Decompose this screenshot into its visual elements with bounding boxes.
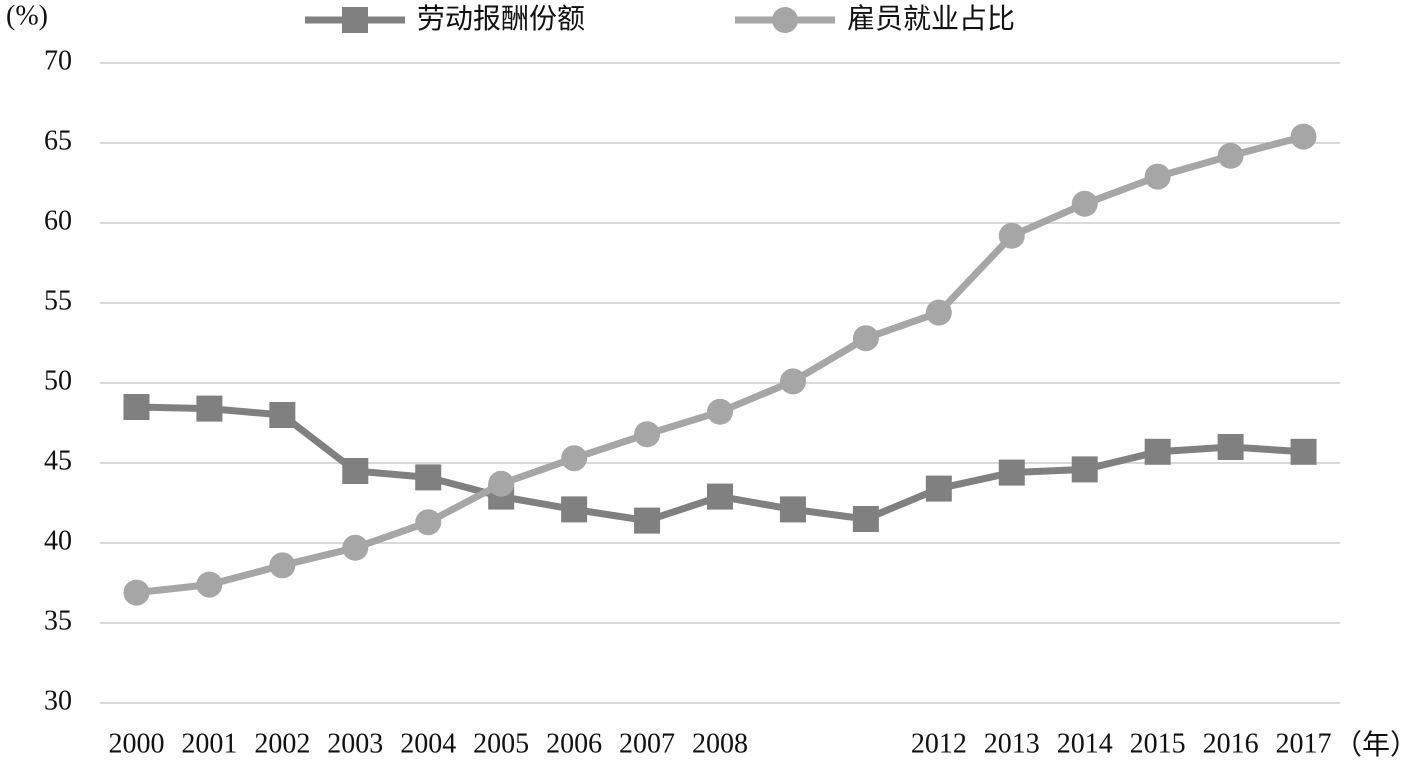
marker xyxy=(269,402,296,428)
marker xyxy=(925,299,952,326)
marker xyxy=(196,571,223,598)
marker xyxy=(488,470,515,497)
x-tick-label: 2003 xyxy=(327,728,383,759)
x-tick-label: 2006 xyxy=(546,728,602,759)
y-tick-label: 40 xyxy=(44,525,72,556)
y-tick-label: 35 xyxy=(44,605,72,636)
x-tick-label: 2016 xyxy=(1203,728,1259,759)
x-tick-label: 2008 xyxy=(692,728,748,759)
marker xyxy=(1144,163,1171,190)
marker xyxy=(1217,434,1244,460)
marker xyxy=(779,496,806,523)
marker xyxy=(998,222,1025,249)
marker xyxy=(779,368,806,395)
marker xyxy=(1071,456,1098,483)
marker xyxy=(415,464,442,491)
marker xyxy=(707,398,733,425)
legend-label: 劳动报酬份额 xyxy=(417,2,585,35)
marker xyxy=(1290,438,1317,465)
marker xyxy=(1290,123,1317,150)
marker xyxy=(123,579,150,606)
y-tick-label: 50 xyxy=(44,365,72,396)
y-axis-label: (%) xyxy=(6,0,48,31)
x-tick-label: 2014 xyxy=(1057,728,1113,759)
marker xyxy=(634,421,661,448)
marker xyxy=(772,7,798,33)
marker xyxy=(342,458,369,484)
series-line xyxy=(136,133,1305,597)
marker xyxy=(123,394,150,420)
marker xyxy=(1144,438,1171,465)
y-tick-label: 70 xyxy=(44,45,72,76)
x-tick-label: 2015 xyxy=(1130,728,1186,759)
marker xyxy=(852,325,879,352)
marker xyxy=(342,7,368,33)
marker xyxy=(342,534,369,561)
x-tick-label: 2001 xyxy=(181,728,237,759)
y-tick-label: 45 xyxy=(44,445,72,476)
marker xyxy=(415,509,442,536)
marker xyxy=(561,496,588,523)
marker xyxy=(1071,190,1098,217)
marker xyxy=(707,483,733,510)
y-tick-label: 55 xyxy=(44,285,72,316)
x-tick-label: 2005 xyxy=(473,728,529,759)
marker xyxy=(998,459,1025,486)
legend-label: 雇员就业占比 xyxy=(847,2,1015,35)
y-tick-label: 60 xyxy=(44,205,72,236)
x-tick-label: 2012 xyxy=(911,728,967,759)
y-tick-label: 65 xyxy=(44,125,72,156)
marker xyxy=(196,395,223,422)
x-tick-label: 2000 xyxy=(108,728,164,759)
x-tick-label: 2013 xyxy=(984,728,1040,759)
marker xyxy=(634,507,661,534)
x-tick-label: 2004 xyxy=(400,728,456,759)
x-tick-label: 2002 xyxy=(254,728,310,759)
x-axis-label: （年） xyxy=(1334,728,1418,761)
marker xyxy=(1217,142,1244,169)
marker xyxy=(269,552,296,579)
marker xyxy=(925,475,952,502)
x-tick-label: 2017 xyxy=(1276,728,1332,759)
x-tick-label: 2007 xyxy=(619,728,675,759)
y-tick-label: 30 xyxy=(44,685,72,716)
marker xyxy=(561,445,588,472)
marker xyxy=(852,506,879,532)
